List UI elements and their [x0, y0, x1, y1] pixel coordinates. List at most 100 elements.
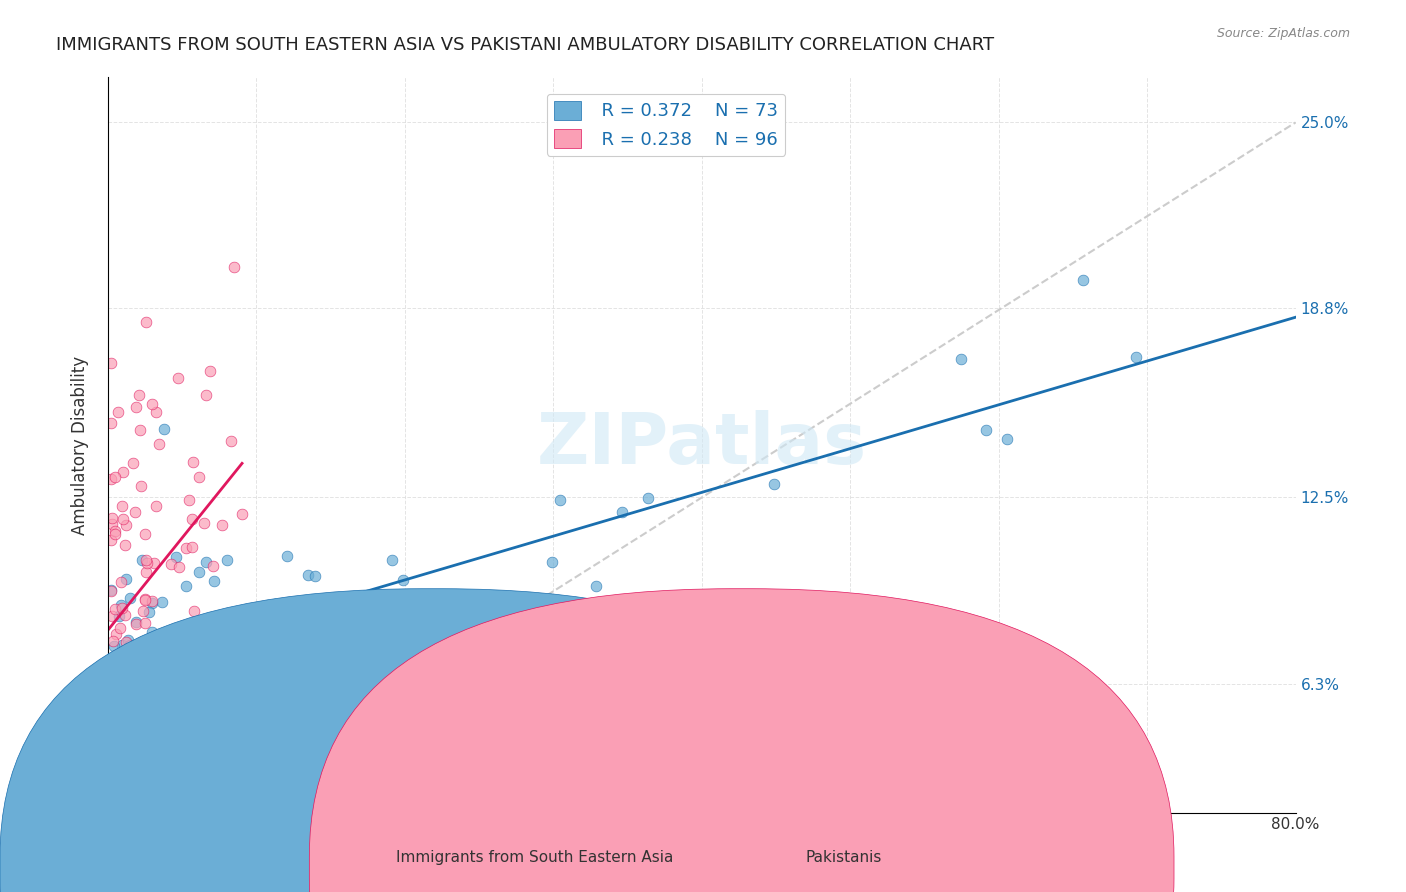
- Text: ZIPatlas: ZIPatlas: [537, 410, 868, 480]
- Point: [479, 656, 502, 670]
- Point: [202, 574, 225, 589]
- Point: [128, 388, 150, 402]
- Point: [117, 632, 139, 647]
- Point: [186, 646, 208, 660]
- Point: [124, 657, 146, 672]
- Point: [136, 759, 159, 773]
- Point: [153, 736, 176, 750]
- Point: [231, 755, 253, 769]
- Point: [118, 591, 141, 605]
- Point: [131, 640, 153, 654]
- Point: [177, 492, 200, 507]
- Point: [141, 397, 163, 411]
- Point: [111, 638, 134, 652]
- Point: [125, 615, 148, 629]
- Point: [138, 605, 160, 619]
- Point: [145, 405, 167, 419]
- Point: [188, 470, 211, 484]
- Point: [201, 559, 224, 574]
- Point: [100, 609, 122, 624]
- Point: [107, 790, 129, 805]
- Point: [115, 733, 138, 747]
- Point: [100, 760, 122, 774]
- Point: [141, 593, 163, 607]
- Point: [100, 724, 122, 739]
- Point: [305, 657, 328, 672]
- Point: [124, 505, 146, 519]
- Point: [762, 476, 785, 491]
- Point: [101, 674, 124, 689]
- Point: [110, 621, 132, 635]
- Point: [103, 470, 125, 484]
- Point: [150, 681, 173, 695]
- Point: [134, 527, 156, 541]
- Point: [392, 574, 415, 588]
- Y-axis label: Ambulatory Disability: Ambulatory Disability: [72, 355, 89, 534]
- Point: [125, 617, 148, 632]
- Point: [107, 694, 129, 708]
- Point: [120, 805, 142, 820]
- Point: [100, 533, 122, 547]
- Point: [118, 693, 141, 707]
- Point: [134, 593, 156, 607]
- Point: [304, 568, 326, 582]
- Point: [111, 601, 134, 615]
- Point: [107, 699, 129, 714]
- Point: [138, 675, 160, 690]
- Point: [107, 669, 129, 683]
- Point: [100, 790, 122, 805]
- Point: [110, 598, 132, 612]
- Point: [174, 541, 197, 555]
- Point: [219, 434, 242, 448]
- Point: [100, 416, 122, 430]
- Legend:   R = 0.372    N = 73,   R = 0.238    N = 96: R = 0.372 N = 73, R = 0.238 N = 96: [547, 94, 786, 156]
- Point: [100, 677, 122, 691]
- Point: [100, 472, 122, 486]
- Point: [136, 780, 159, 794]
- Point: [114, 572, 136, 586]
- Point: [122, 456, 145, 470]
- Point: [114, 777, 136, 791]
- Point: [114, 608, 136, 623]
- Point: [100, 690, 122, 705]
- Point: [103, 790, 125, 805]
- Point: [112, 665, 135, 679]
- Point: [482, 621, 505, 635]
- Point: [108, 726, 131, 740]
- Point: [180, 713, 202, 727]
- Point: [174, 579, 197, 593]
- Point: [153, 422, 176, 436]
- Point: [143, 556, 166, 570]
- Point: [129, 479, 152, 493]
- Point: [297, 567, 319, 582]
- Point: [135, 565, 157, 579]
- Point: [217, 552, 239, 566]
- Point: [143, 673, 166, 688]
- Point: [135, 315, 157, 329]
- Point: [323, 644, 346, 658]
- Point: [356, 654, 378, 668]
- Point: [127, 703, 149, 717]
- Point: [194, 388, 217, 402]
- Point: [239, 642, 262, 657]
- Point: [380, 553, 402, 567]
- Text: Pakistanis: Pakistanis: [806, 850, 882, 865]
- Point: [152, 697, 174, 711]
- Point: [263, 597, 285, 611]
- Point: [145, 648, 167, 663]
- Point: [211, 517, 233, 532]
- Point: [134, 591, 156, 606]
- Point: [167, 371, 190, 385]
- Point: [224, 260, 246, 274]
- Text: IMMIGRANTS FROM SOUTH EASTERN ASIA VS PAKISTANI AMBULATORY DISABILITY CORRELATIO: IMMIGRANTS FROM SOUTH EASTERN ASIA VS PA…: [56, 36, 994, 54]
- Point: [131, 552, 153, 566]
- Point: [100, 582, 122, 597]
- Point: [181, 540, 204, 554]
- Point: [105, 648, 128, 662]
- Point: [118, 638, 141, 652]
- Point: [181, 512, 204, 526]
- Point: [141, 596, 163, 610]
- Point: [108, 767, 131, 781]
- Point: [1125, 350, 1147, 364]
- Point: [108, 663, 131, 677]
